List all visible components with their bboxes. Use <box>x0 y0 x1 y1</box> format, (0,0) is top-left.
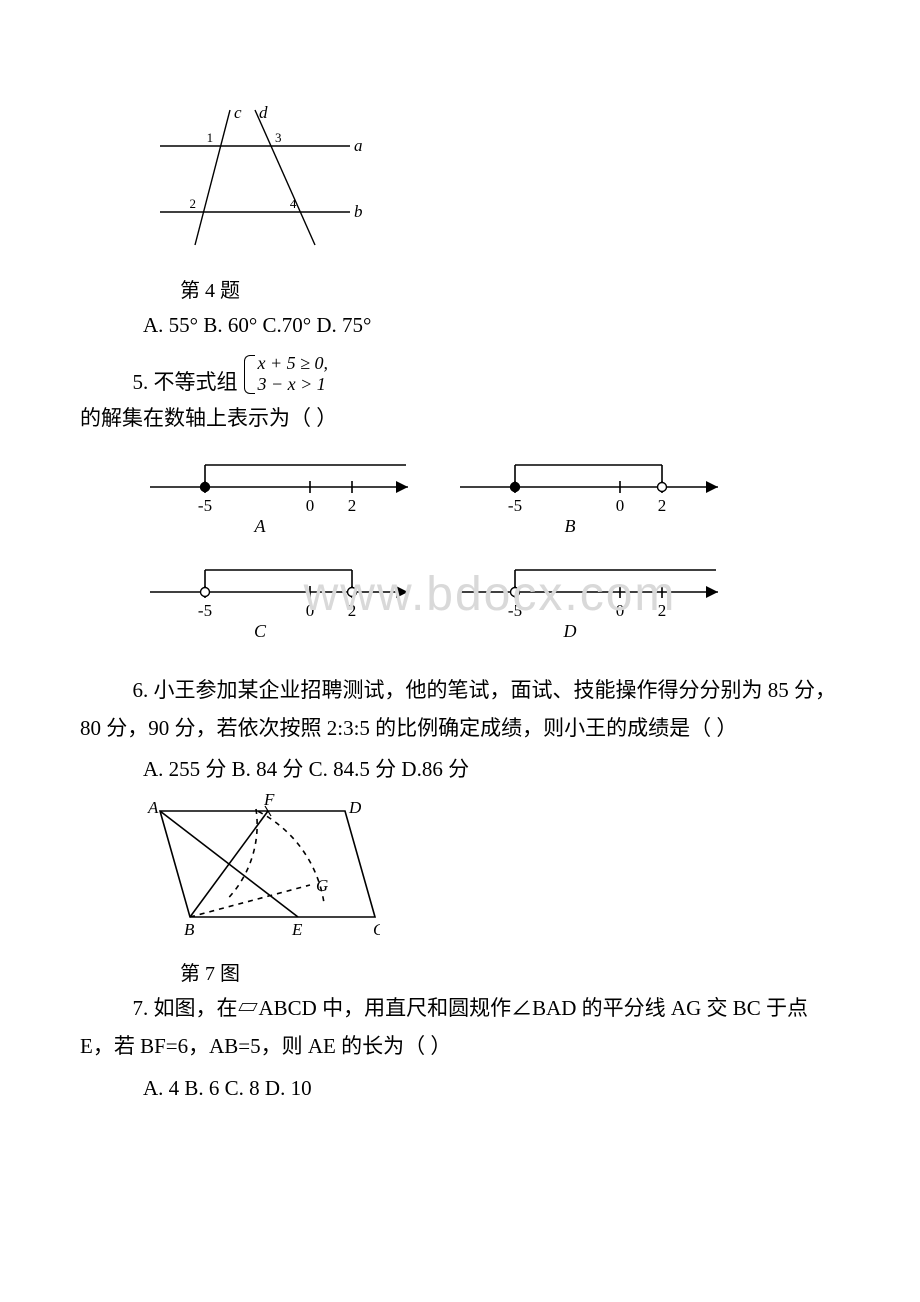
svg-text:F: F <box>263 793 275 809</box>
numberline-C: -5 0 2 C <box>140 547 420 642</box>
svg-text:B: B <box>565 516 576 536</box>
svg-text:4: 4 <box>290 196 297 211</box>
svg-text:1: 1 <box>207 130 214 145</box>
q5-sys-row1: x + 5 ≥ 0, <box>258 353 329 375</box>
svg-text:E: E <box>291 920 303 939</box>
svg-text:b: b <box>354 202 363 221</box>
svg-text:c: c <box>234 103 242 122</box>
svg-text:d: d <box>259 103 268 122</box>
svg-text:-5: -5 <box>198 601 212 620</box>
q4-caption: 第 4 题 <box>180 274 840 303</box>
q7-options: A. 4 B. 6 C. 8 D. 10 <box>80 1070 840 1108</box>
q4-figure: cd a b 1 3 2 4 <box>140 100 840 266</box>
q7-svg: A D B C F E G <box>140 793 380 943</box>
svg-text:C: C <box>373 920 380 939</box>
svg-text:C: C <box>254 621 267 641</box>
numberline-D: -5 0 2 D <box>450 547 730 642</box>
svg-text:B: B <box>184 920 195 939</box>
svg-text:2: 2 <box>658 496 667 515</box>
svg-text:G: G <box>316 876 328 895</box>
q6-text: 6. 小王参加某企业招聘测试，他的笔试，面试、技能操作得分分别为 85 分，80… <box>80 672 840 748</box>
svg-text:0: 0 <box>616 496 625 515</box>
q7-text: 7. 如图，在▱ABCD 中，用直尺和圆规作∠BAD 的平分线 AG 交 BC … <box>80 990 840 1066</box>
q6-options: A. 255 分 B. 84 分 C. 84.5 分 D.86 分 <box>80 751 840 789</box>
svg-text:0: 0 <box>616 601 625 620</box>
q4-svg: cd a b 1 3 2 4 <box>140 100 370 260</box>
q5-system: x + 5 ≥ 0, 3 − x > 1 <box>244 353 329 396</box>
svg-text:D: D <box>563 621 577 641</box>
numberline-A: -5 0 2 A <box>140 442 420 537</box>
svg-text:A: A <box>254 516 267 536</box>
svg-text:2: 2 <box>658 601 667 620</box>
numberline-B: -5 0 2 B <box>450 442 730 537</box>
svg-text:-5: -5 <box>198 496 212 515</box>
svg-text:-5: -5 <box>508 496 522 515</box>
svg-text:3: 3 <box>275 130 282 145</box>
q4-options: A. 55° B. 60° C.70° D. 75° <box>80 307 840 345</box>
svg-text:a: a <box>354 136 363 155</box>
svg-text:-5: -5 <box>508 601 522 620</box>
q7-caption: 第 7 图 <box>180 957 840 986</box>
q5-tail: 的解集在数轴上表示为（ ） <box>80 400 840 438</box>
svg-text:2: 2 <box>348 496 357 515</box>
q5-sys-row2: 3 − x > 1 <box>258 374 329 396</box>
svg-text:0: 0 <box>306 601 315 620</box>
q7-figure: A D B C F E G <box>140 793 840 949</box>
svg-text:0: 0 <box>306 496 315 515</box>
svg-text:2: 2 <box>348 601 357 620</box>
svg-text:2: 2 <box>190 196 197 211</box>
q5-diagrams: -502A -502B -502C -502D www.bdocx.com <box>140 442 840 642</box>
q5-lead: 5. 不等式组 <box>80 366 238 396</box>
svg-text:D: D <box>348 798 362 817</box>
svg-text:A: A <box>147 798 159 817</box>
